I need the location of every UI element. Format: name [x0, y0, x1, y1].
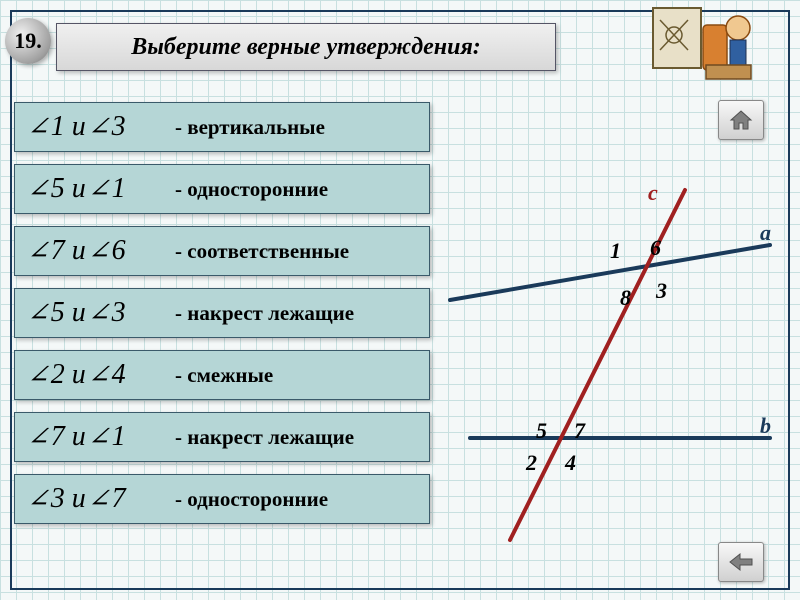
angle-label-8: 8	[620, 285, 631, 311]
line-label-a: a	[760, 220, 771, 246]
option-5[interactable]: ∠2 и ∠4- смежные	[14, 350, 430, 400]
line-label-b: b	[760, 413, 771, 439]
angle-diagram: a b c 1 683 5 7 2 4	[440, 180, 780, 560]
option-description: - накрест лежащие	[175, 425, 354, 450]
option-angles: ∠5 и ∠1	[15, 173, 175, 205]
option-2[interactable]: ∠5 и ∠1- односторонние	[14, 164, 430, 214]
cartoon-illustration	[648, 0, 758, 85]
option-angles: ∠2 и ∠4	[15, 359, 175, 391]
option-3[interactable]: ∠7 и ∠6- соответственные	[14, 226, 430, 276]
option-description: - вертикальные	[175, 115, 325, 140]
title-text: Выберите верные утверждения:	[131, 34, 481, 61]
angle-label-3: 3	[656, 278, 667, 304]
option-description: - односторонние	[175, 177, 328, 202]
option-6[interactable]: ∠7 и ∠1- накрест лежащие	[14, 412, 430, 462]
option-angles: ∠5 и ∠3	[15, 297, 175, 329]
question-number: 19.	[14, 28, 42, 54]
option-description: - односторонние	[175, 487, 328, 512]
angle-label-4: 4	[565, 450, 576, 476]
title-bar: Выберите верные утверждения:	[56, 23, 556, 71]
option-angles: ∠7 и ∠1	[15, 421, 175, 453]
option-description: - соответственные	[175, 239, 349, 264]
question-number-badge: 19.	[5, 18, 51, 64]
options-list: ∠1 и ∠3- вертикальные∠5 и ∠1- односторон…	[14, 102, 430, 536]
angle-label-6: 6	[650, 235, 661, 261]
angle-label-1: 1	[610, 238, 621, 264]
angle-label-7: 7	[574, 418, 585, 444]
option-1[interactable]: ∠1 и ∠3- вертикальные	[14, 102, 430, 152]
option-7[interactable]: ∠3 и ∠7- односторонние	[14, 474, 430, 524]
home-icon	[729, 109, 753, 131]
back-button[interactable]	[718, 542, 764, 582]
arrow-left-icon	[728, 552, 754, 572]
option-description: - смежные	[175, 363, 273, 388]
angle-label-5: 5	[536, 418, 547, 444]
option-description: - накрест лежащие	[175, 301, 354, 326]
option-4[interactable]: ∠5 и ∠3- накрест лежащие	[14, 288, 430, 338]
angle-label-2: 2	[526, 450, 537, 476]
option-angles: ∠3 и ∠7	[15, 483, 175, 515]
option-angles: ∠7 и ∠6	[15, 235, 175, 267]
option-angles: ∠1 и ∠3	[15, 111, 175, 143]
line-label-c: c	[648, 180, 658, 206]
home-button[interactable]	[718, 100, 764, 140]
